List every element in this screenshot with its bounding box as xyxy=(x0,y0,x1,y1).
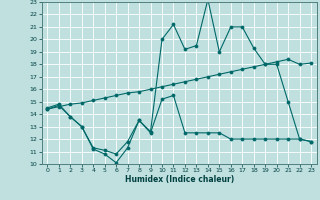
X-axis label: Humidex (Indice chaleur): Humidex (Indice chaleur) xyxy=(124,175,234,184)
